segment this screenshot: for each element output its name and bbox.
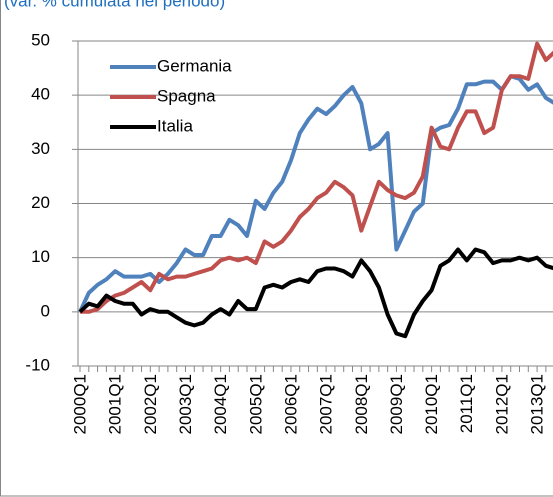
y-tick-label: 10	[31, 247, 50, 266]
legend-label: Spagna	[157, 86, 216, 105]
y-tick-label: 40	[31, 85, 50, 104]
y-tick-label: -10	[25, 355, 50, 374]
chart-title: (var. % cumulata nel periodo)	[4, 0, 225, 10]
x-tick-label: 2005Q1	[246, 374, 265, 435]
x-tick-label: 2006Q1	[281, 374, 300, 435]
x-tick-label: 2004Q1	[211, 374, 230, 435]
y-tick-label: 30	[31, 139, 50, 158]
x-tick-label: 2003Q1	[176, 374, 195, 435]
legend-label: Germania	[157, 56, 232, 75]
x-tick-label: 2002Q1	[141, 374, 160, 435]
x-tick-label: 2008Q1	[352, 374, 371, 435]
series-line	[80, 41, 553, 314]
x-tick-label: 2010Q1	[422, 374, 441, 435]
x-tick-label: 2011Q1	[457, 374, 476, 433]
series-line	[78, 247, 553, 339]
x-tick-label: 2007Q1	[317, 374, 336, 435]
legend-label: Italia	[157, 116, 193, 135]
y-tick-label: 20	[31, 193, 50, 212]
x-tick-label: 2001Q1	[106, 374, 125, 435]
x-tick-label: 2012Q1	[492, 374, 511, 435]
y-tick-label: 50	[31, 30, 50, 49]
series-line	[78, 74, 553, 313]
x-tick-label: 2009Q1	[387, 374, 406, 435]
y-tick-label: 0	[41, 301, 50, 320]
x-tick-label: 2013Q1	[528, 374, 547, 435]
x-tick-label: 2000Q1	[70, 374, 89, 435]
